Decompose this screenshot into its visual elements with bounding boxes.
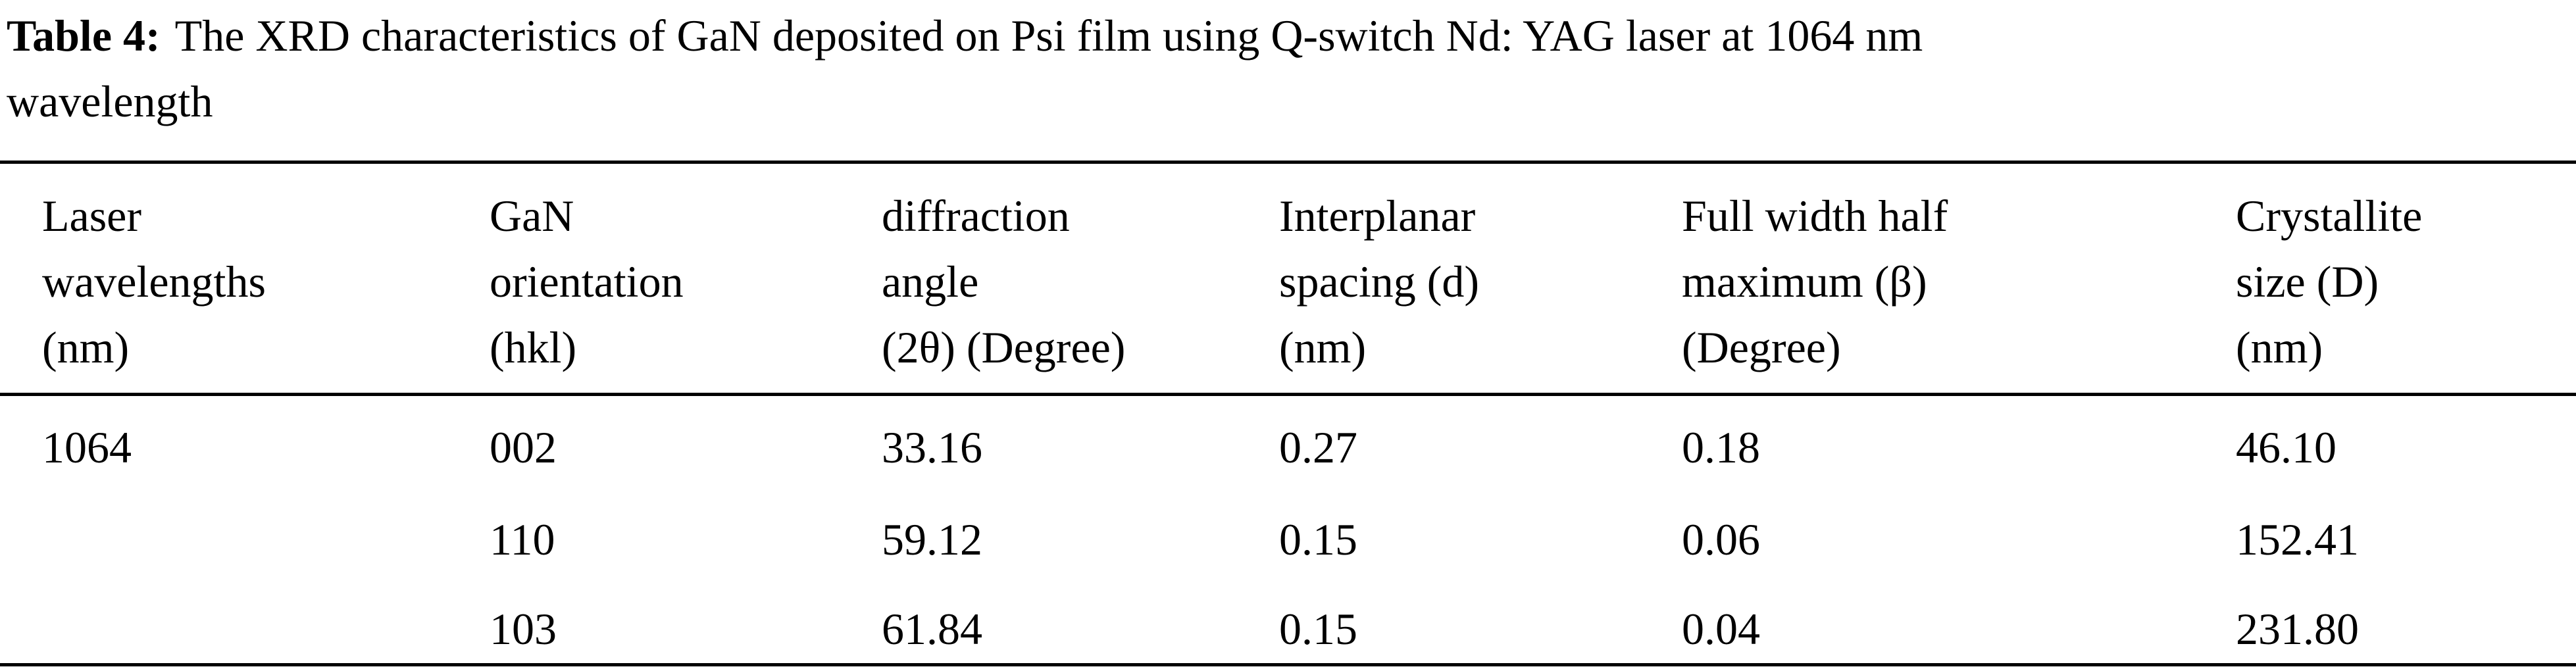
header-line: (nm) bbox=[42, 322, 130, 372]
table-cell: 0.06 bbox=[1682, 514, 1760, 564]
header-fwhm: Full width half maximum (β) (Degree) bbox=[1682, 183, 1948, 380]
header-line: Crystallite bbox=[2236, 191, 2423, 241]
header-line: maximum (β) bbox=[1682, 257, 1927, 307]
table-cell: 59.12 bbox=[882, 514, 982, 564]
table-cell: 002 bbox=[490, 422, 557, 472]
table-cell: 1064 bbox=[42, 422, 132, 472]
header-laser-wavelengths: Laser wavelengths (nm) bbox=[42, 183, 266, 380]
header-line: spacing (d) bbox=[1279, 257, 1480, 307]
header-line: size (D) bbox=[2236, 257, 2379, 307]
header-line: (nm) bbox=[2236, 322, 2323, 372]
header-line: GaN bbox=[490, 191, 574, 241]
header-line: orientation bbox=[490, 257, 684, 307]
table-caption: Table 4: The XRD characteristics of GaN d… bbox=[7, 3, 2566, 134]
header-crystallite-size: Crystallite size (D) (nm) bbox=[2236, 183, 2422, 380]
header-line: wavelengths bbox=[42, 257, 266, 307]
table-label: Table 4: bbox=[7, 11, 161, 61]
table-cell: 61.84 bbox=[882, 604, 982, 654]
header-line: angle bbox=[882, 257, 979, 307]
table-cell: 110 bbox=[490, 514, 555, 564]
header-interplanar-spacing: Interplanar spacing (d) (nm) bbox=[1279, 183, 1479, 380]
header-gan-orientation: GaN orientation (hkl) bbox=[490, 183, 684, 380]
caption-line-1: Table 4: The XRD characteristics of GaN d… bbox=[7, 3, 2566, 68]
header-line: (nm) bbox=[1279, 322, 1367, 372]
header-line: Interplanar bbox=[1279, 191, 1476, 241]
table-cell: 231.80 bbox=[2236, 604, 2359, 654]
table-cell: 0.04 bbox=[1682, 604, 1760, 654]
table-cell: 0.18 bbox=[1682, 422, 1760, 472]
table-cell: 46.10 bbox=[2236, 422, 2336, 472]
header-rule bbox=[0, 393, 2576, 396]
top-rule bbox=[0, 161, 2576, 164]
table-cell: 33.16 bbox=[882, 422, 982, 472]
header-line: (Degree) bbox=[1682, 322, 1841, 372]
caption-text: The XRD characteristics of GaN deposited… bbox=[174, 11, 1923, 61]
table-cell: 152.41 bbox=[2236, 514, 2359, 564]
table-cell: 0.15 bbox=[1279, 514, 1357, 564]
bottom-rule bbox=[0, 663, 2576, 666]
header-line: diffraction bbox=[882, 191, 1070, 241]
header-line: (2θ) (Degree) bbox=[882, 322, 1126, 372]
table-cell: 103 bbox=[490, 604, 557, 654]
caption-line-2: wavelength bbox=[7, 76, 213, 126]
header-line: Laser bbox=[42, 191, 142, 241]
header-diffraction-angle: diffraction angle (2θ) (Degree) bbox=[882, 183, 1125, 380]
header-line: Full width half bbox=[1682, 191, 1948, 241]
table-cell: 0.27 bbox=[1279, 422, 1357, 472]
header-line: (hkl) bbox=[490, 322, 577, 372]
table-cell: 0.15 bbox=[1279, 604, 1357, 654]
